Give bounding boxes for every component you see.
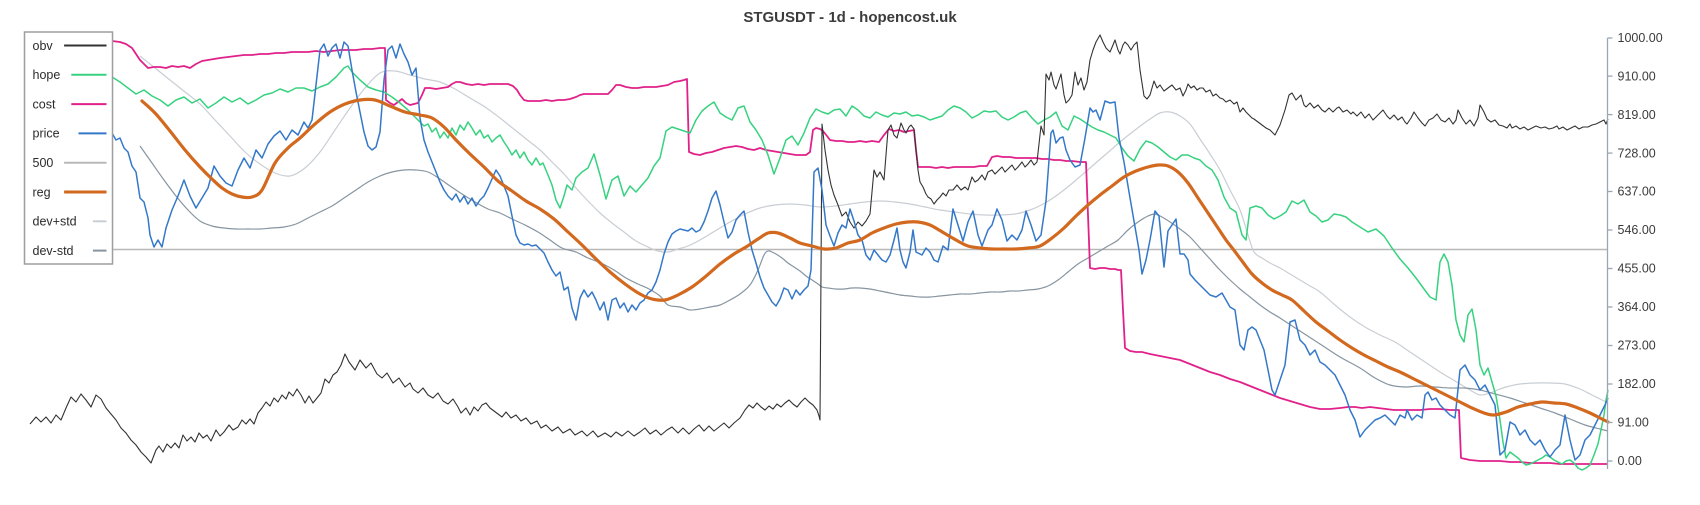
- svg-text:546.00: 546.00: [1618, 223, 1656, 237]
- svg-text:dev-std: dev-std: [33, 244, 74, 258]
- svg-text:500: 500: [33, 156, 54, 170]
- svg-text:hope: hope: [33, 68, 61, 82]
- svg-text:455.00: 455.00: [1618, 262, 1656, 276]
- svg-text:obv: obv: [33, 39, 54, 53]
- svg-text:1000.00: 1000.00: [1618, 31, 1663, 45]
- svg-text:819.00: 819.00: [1618, 108, 1656, 122]
- svg-text:910.00: 910.00: [1618, 69, 1656, 83]
- svg-text:reg: reg: [33, 185, 51, 199]
- svg-text:182.00: 182.00: [1618, 377, 1656, 391]
- svg-text:0.00: 0.00: [1618, 454, 1642, 468]
- svg-text:273.00: 273.00: [1618, 339, 1656, 353]
- svg-text:STGUSDT - 1d - hopencost.uk: STGUSDT - 1d - hopencost.uk: [743, 9, 957, 26]
- svg-text:cost: cost: [33, 97, 56, 111]
- svg-text:364.00: 364.00: [1618, 300, 1656, 314]
- svg-text:price: price: [33, 127, 60, 141]
- svg-text:728.00: 728.00: [1618, 146, 1656, 160]
- svg-text:dev+std: dev+std: [33, 215, 77, 229]
- svg-text:637.00: 637.00: [1618, 185, 1656, 199]
- svg-text:91.00: 91.00: [1618, 416, 1649, 430]
